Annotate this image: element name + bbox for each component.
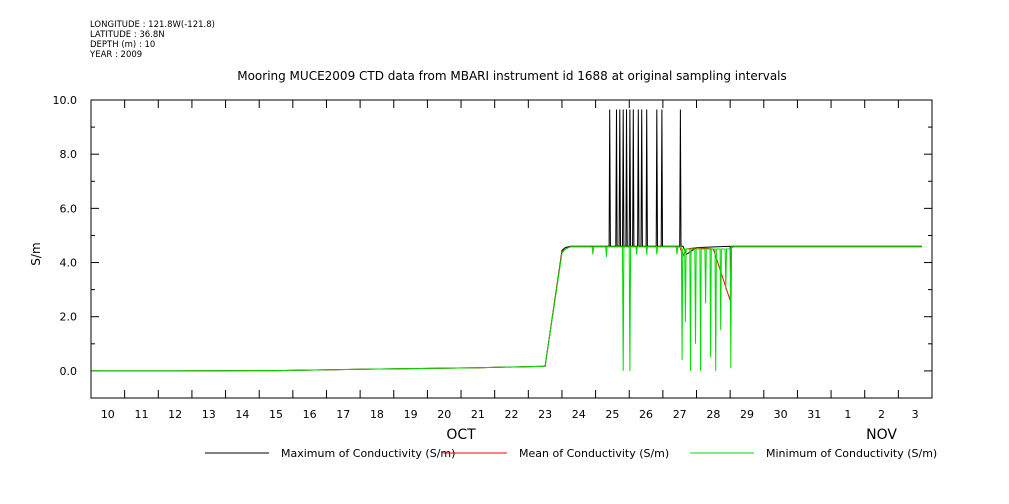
series-line-0 [91,109,922,372]
x-tick-label: 1 [844,408,851,421]
x-tick-label: 18 [370,408,384,421]
series-layer [91,109,922,372]
month-label: OCT [446,427,476,443]
x-tick-label: 20 [437,408,451,421]
x-tick-label: 21 [471,408,485,421]
month-label: NOV [866,427,897,443]
y-axis-label: S/m [29,242,43,265]
x-tick-label: 30 [774,408,788,421]
x-tick-label: 3 [912,408,919,421]
y-tick-label: 2.0 [60,311,78,324]
legend: Maximum of Conductivity (S/m) Mean of Con… [205,447,937,460]
longitude-text: LONGITUDE : 121.8W(-121.8) [90,20,215,30]
x-tick-label: 19 [404,408,418,421]
series-line-1 [91,246,922,372]
series-line-2 [91,246,922,372]
legend-label-0: Maximum of Conductivity (S/m) [281,447,455,460]
y-tick-label: 8.0 [60,148,78,161]
legend-label-1: Mean of Conductivity (S/m) [519,447,669,460]
y-tick-label: 4.0 [60,257,78,270]
x-tick-label: 16 [303,408,317,421]
x-tick-label: 27 [673,408,687,421]
legend-label-2: Minimum of Conductivity (S/m) [766,447,937,460]
x-tick-label: 29 [740,408,754,421]
x-tick-label: 11 [134,408,148,421]
y-tick-label: 6.0 [60,202,78,215]
x-tick-label: 23 [538,408,552,421]
metadata-block: LONGITUDE : 121.8W(-121.8) LATITUDE : 36… [90,20,215,60]
x-tick-label: 13 [202,408,216,421]
x-tick-label: 14 [235,408,249,421]
x-tick-label: 24 [572,408,586,421]
x-tick-label: 17 [336,408,350,421]
x-tick-label: 28 [706,408,720,421]
latitude-text: LATITUDE : 36.8N [90,30,165,40]
x-tick-label: 26 [639,408,653,421]
y-tick-label: 0.0 [60,365,78,378]
depth-text: DEPTH (m) : 10 [90,40,156,50]
x-tick-label: 15 [269,408,283,421]
x-tick-label: 22 [505,408,519,421]
x-tick-label: 31 [807,408,821,421]
chart-title: Mooring MUCE2009 CTD data from MBARI ins… [237,69,787,83]
x-tick-label: 25 [605,408,619,421]
plot-frame [90,99,933,399]
axes: 0.02.04.06.08.010.010 11 12 13 14 15 16 17 18 19 2… [53,94,933,443]
year-text: YEAR : 2009 [90,50,143,60]
x-tick-label: 12 [168,408,182,421]
y-tick-label: 10.0 [53,94,78,107]
x-tick-label: 2 [878,408,885,421]
x-tick-label: 10 [101,408,115,421]
